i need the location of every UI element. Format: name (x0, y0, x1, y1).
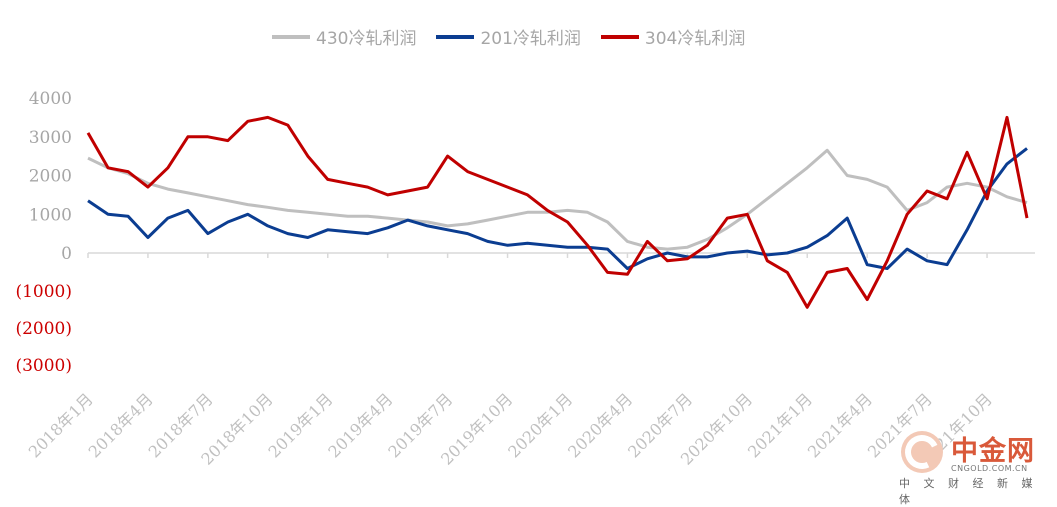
series-lines (86, 115, 1029, 309)
legend-swatch-430 (272, 34, 310, 39)
watermark-url: CNGOLD.COM.CN (951, 464, 1028, 473)
y-tick-label: 3000 (29, 128, 72, 148)
legend-swatch-201 (436, 34, 475, 39)
y-tick-label: 2000 (29, 167, 72, 187)
watermark-title: 中金网 (951, 436, 1035, 467)
legend-label-304: 304冷轧利润 (644, 29, 746, 49)
legend-item-304: 304冷轧利润 (600, 24, 746, 49)
y-tick-label: 4000 (29, 89, 72, 109)
legend-item-430: 430冷轧利润 (272, 24, 416, 49)
y-tick-label: (2000) (15, 319, 72, 339)
legend-label-201: 201冷轧利润 (480, 29, 581, 49)
cngold-logo-icon (900, 430, 944, 474)
series-line-2 (86, 115, 1029, 309)
y-tick-label: 0 (61, 244, 72, 264)
series-line-1 (87, 147, 1028, 270)
y-axis: 4000 3000 2000 1000 0 (1000) (2000) (3000) (15, 89, 72, 376)
watermark: 中金网 CNGOLD.COM.CN 中 文 财 经 新 媒 体 (899, 429, 1049, 506)
series-line-0 (87, 148, 1028, 251)
y-tick-label: 1000 (29, 205, 72, 225)
legend: 430冷轧利润 201冷轧利润 304冷轧利润 (272, 24, 765, 49)
legend-label-430: 430冷轧利润 (316, 29, 417, 49)
watermark-tagline: 中 文 财 经 新 媒 体 (899, 477, 1038, 506)
x-axis: 2018年1月2018年4月2018年7月2018年10月2019年1月2019… (25, 252, 1035, 469)
legend-item-201: 201冷轧利润 (436, 24, 581, 49)
y-tick-label: (1000) (15, 282, 72, 302)
legend-swatch-304 (600, 34, 639, 39)
y-tick-label: (3000) (15, 356, 72, 376)
